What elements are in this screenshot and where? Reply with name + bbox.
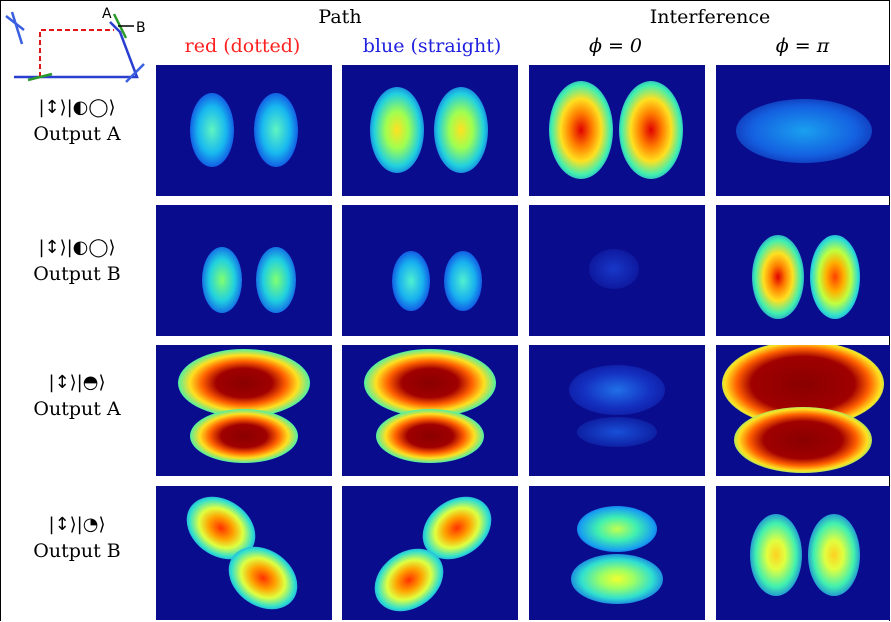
- image-panel-r1-blue: [342, 65, 518, 196]
- intensity-lobe: [190, 93, 234, 167]
- header-interference: Interference: [649, 6, 771, 28]
- image-panel-r4-phi0: [529, 486, 705, 620]
- header-phi-zero: ϕ = 0: [588, 35, 643, 57]
- output-label: Output B: [33, 540, 121, 562]
- intensity-lobe: [810, 235, 860, 319]
- image-panel-r3-blue: [342, 345, 518, 476]
- image-panel-r4-blue: [342, 486, 518, 620]
- image-panel-r2-phi0: [529, 205, 705, 336]
- intensity-lobe: [392, 251, 430, 311]
- red-path: [39, 29, 114, 77]
- image-panel-r1-phi0: [529, 65, 705, 196]
- ket-label: |↕⟩|◐◯⟩: [38, 97, 116, 118]
- ket-label: |↕⟩|◐◯⟩: [38, 237, 116, 258]
- intensity-lobe: [549, 81, 613, 179]
- image-panel-r1-phipi: [716, 65, 890, 196]
- intensity-lobe: [569, 365, 665, 415]
- image-panel-r4-red: [156, 486, 332, 620]
- image-panel-r3-red: [156, 345, 332, 476]
- image-panel-r2-phipi: [716, 205, 890, 336]
- row-label-4: |↕⟩|◔⟩ Output B: [4, 512, 150, 564]
- row-label-2: |↕⟩|◐◯⟩ Output B: [4, 235, 150, 287]
- intensity-lobe: [577, 506, 657, 552]
- intensity-lobe: [619, 81, 683, 179]
- intensity-lobe: [750, 514, 802, 596]
- image-panel-r4-phipi: [716, 486, 890, 620]
- label-b: B: [136, 20, 146, 36]
- output-label: Output A: [33, 123, 121, 145]
- intensity-lobe: [736, 99, 872, 163]
- ket-label: |↕⟩|◔⟩: [48, 514, 106, 535]
- interferometer-diagram: A B: [5, 6, 146, 83]
- header-blue-straight: blue (straight): [362, 35, 502, 57]
- intensity-lobe: [202, 247, 242, 313]
- image-panel-r1-red: [156, 65, 332, 196]
- output-label: Output A: [33, 398, 121, 420]
- output-label: Output B: [33, 263, 121, 285]
- intensity-lobe: [444, 251, 482, 311]
- intensity-lobe: [589, 249, 639, 289]
- image-panel-r3-phi0: [529, 345, 705, 476]
- intensity-lobe: [752, 235, 804, 319]
- intensity-lobe: [370, 87, 424, 173]
- intensity-lobe: [808, 514, 860, 596]
- intensity-lobe: [254, 93, 298, 167]
- intensity-lobe: [577, 417, 657, 447]
- image-panel-r2-blue: [342, 205, 518, 336]
- intensity-lobe: [571, 554, 663, 604]
- label-a: A: [102, 6, 112, 22]
- ket-label: |↕⟩|◓⟩: [48, 372, 106, 393]
- intensity-lobe: [434, 87, 488, 173]
- intensity-lobe: [190, 409, 298, 463]
- mirror-icon: [125, 63, 145, 83]
- image-panel-r3-phipi: [716, 345, 890, 476]
- intensity-lobe: [256, 247, 296, 313]
- beam-splitter-icon: [27, 72, 53, 82]
- intensity-lobe: [364, 349, 496, 417]
- row-label-3: |↕⟩|◓⟩ Output A: [4, 370, 150, 422]
- header-red-dotted: red (dotted): [184, 35, 301, 57]
- image-panel-r2-red: [156, 205, 332, 336]
- intensity-lobe: [178, 349, 310, 417]
- row-label-1: |↕⟩|◐◯⟩ Output A: [4, 95, 150, 147]
- intensity-lobe: [734, 407, 872, 473]
- blue-path: [14, 21, 139, 79]
- intensity-lobe: [376, 409, 484, 463]
- header-path: Path: [318, 6, 362, 28]
- mirror-icon: [10, 11, 24, 45]
- header-phi-pi: ϕ = π: [775, 35, 830, 57]
